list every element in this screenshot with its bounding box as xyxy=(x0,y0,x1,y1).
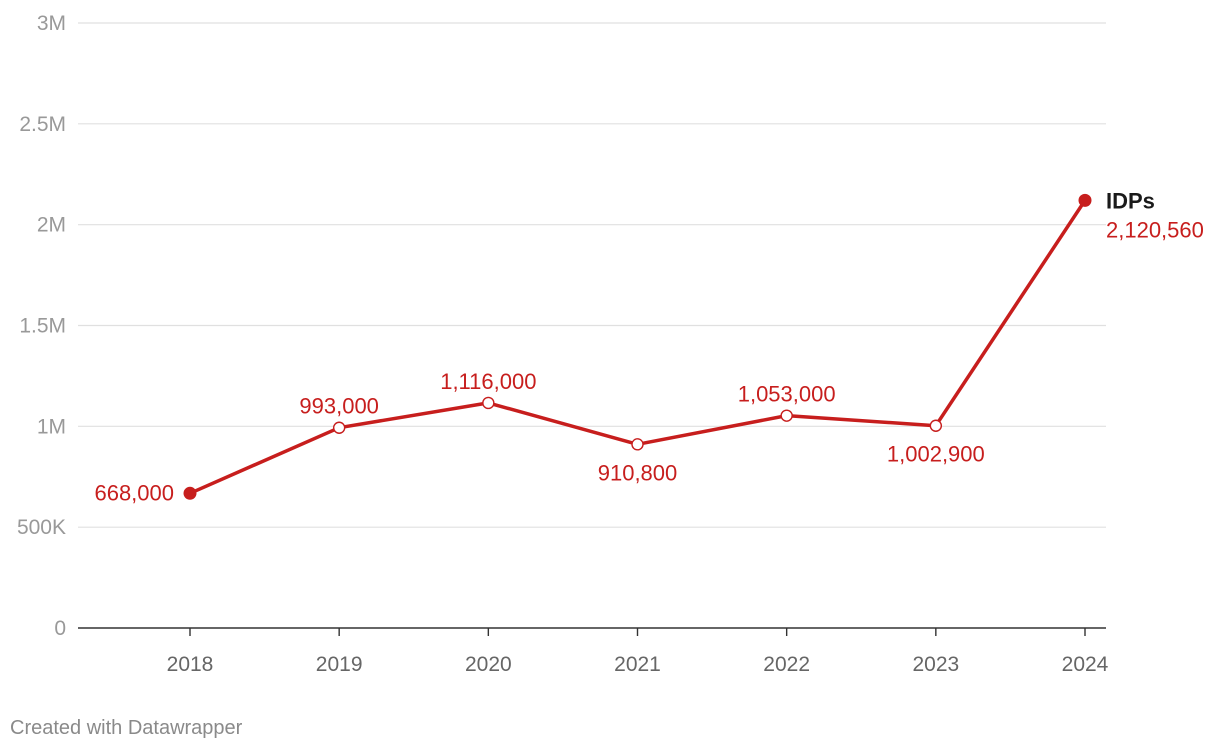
x-tick-label: 2019 xyxy=(316,653,363,676)
y-tick-label: 1.5M xyxy=(19,315,66,338)
data-point-hollow xyxy=(929,419,943,432)
y-tick-label: 3M xyxy=(37,12,66,35)
credit-footer: Created with Datawrapper xyxy=(10,717,243,739)
x-tick-label: 2024 xyxy=(1062,653,1109,676)
x-tick-label: 2021 xyxy=(614,653,661,676)
x-axis: 2018 2019 2020 2021 2022 2023 2024 xyxy=(78,627,1109,676)
data-point-filled xyxy=(183,486,197,500)
gridlines xyxy=(78,22,1106,528)
y-tick-label: 1M xyxy=(37,415,66,438)
x-tick-label: 2023 xyxy=(912,653,959,676)
data-label: 993,000 xyxy=(299,394,379,419)
data-label: 2,120,560 xyxy=(1106,217,1204,242)
x-tick-label: 2022 xyxy=(763,653,810,676)
data-point-hollow xyxy=(780,409,793,422)
y-axis-ticks: 0 500K 1M 1.5M 2M 2.5M 3M xyxy=(17,12,66,640)
data-label: 910,800 xyxy=(598,460,678,485)
data-label: 1,116,000 xyxy=(440,369,536,394)
data-label: 1,053,000 xyxy=(738,382,836,407)
data-label: 1,002,900 xyxy=(887,442,985,467)
y-tick-label: 0 xyxy=(54,617,66,640)
series-name-label: IDPs xyxy=(1106,188,1155,213)
y-tick-label: 2.5M xyxy=(19,113,66,136)
data-point-hollow xyxy=(332,421,346,434)
data-labels: 668,000 993,000 1,116,000 910,800 1,053,000 1… xyxy=(94,188,1203,505)
x-tick-label: 2018 xyxy=(167,653,214,676)
y-tick-label: 500K xyxy=(17,516,66,539)
data-label: 668,000 xyxy=(94,480,174,505)
data-point-hollow xyxy=(631,438,644,451)
series-idps xyxy=(183,193,1092,500)
data-point-hollow xyxy=(482,396,495,410)
data-point-filled xyxy=(1078,193,1092,207)
x-tick-label: 2020 xyxy=(465,653,512,676)
y-tick-label: 2M xyxy=(37,214,66,237)
